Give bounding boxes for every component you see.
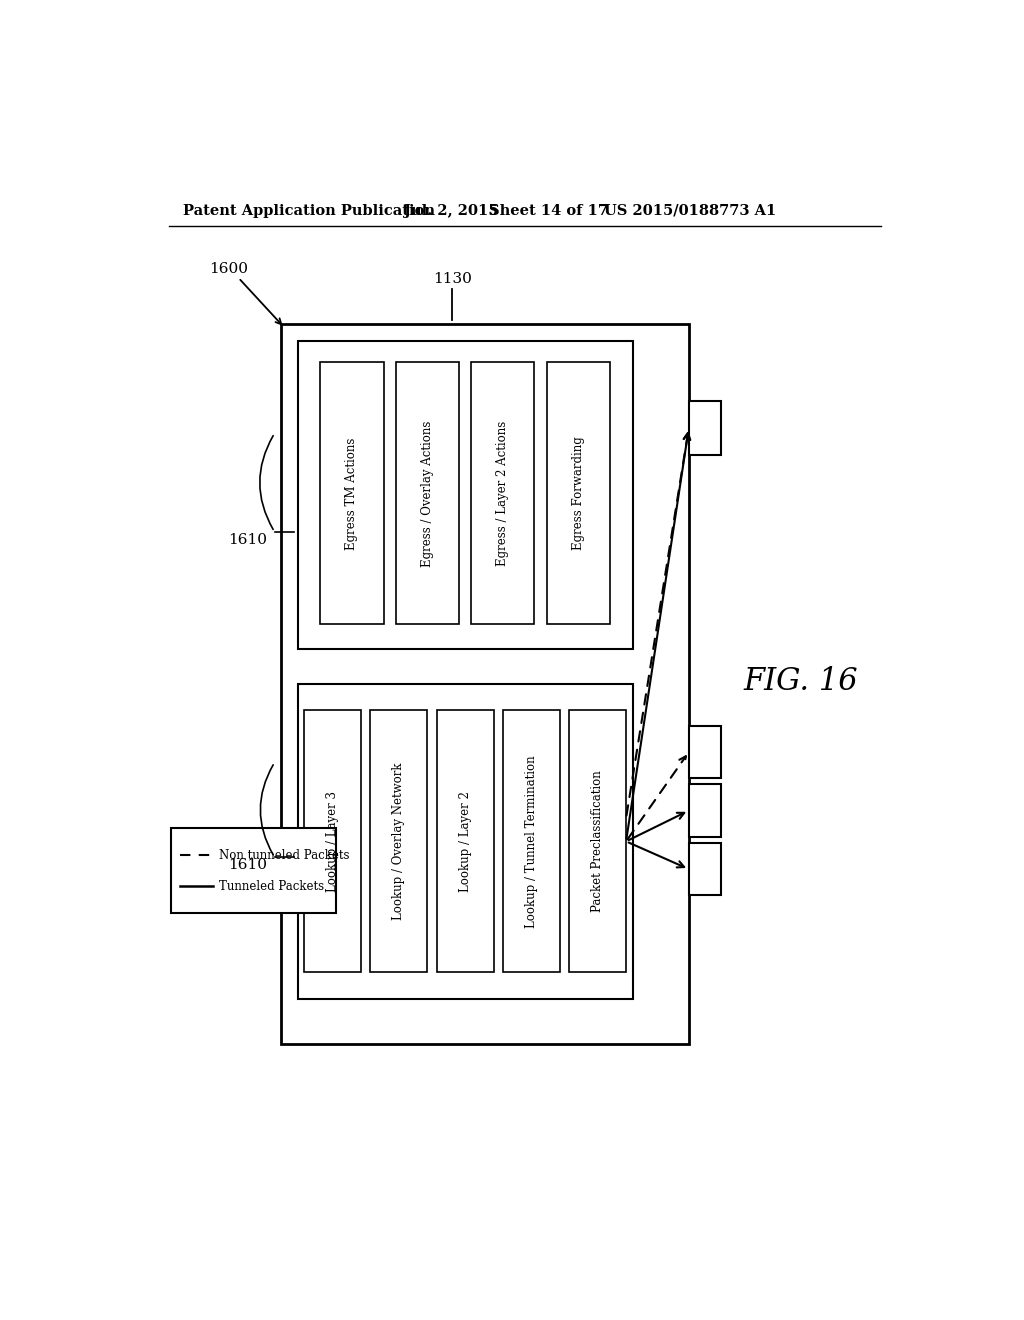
Text: Lookup / Layer 3: Lookup / Layer 3 bbox=[327, 791, 339, 892]
Bar bbox=[371, 710, 427, 973]
Bar bbox=[321, 363, 384, 624]
Bar bbox=[503, 710, 560, 973]
Bar bbox=[689, 401, 721, 455]
Text: Lookup / Layer 2: Lookup / Layer 2 bbox=[459, 791, 472, 892]
Text: Sheet 14 of 17: Sheet 14 of 17 bbox=[488, 203, 607, 218]
Text: Egress / Overlay Actions: Egress / Overlay Actions bbox=[421, 420, 434, 566]
Text: Packet Preclassification: Packet Preclassification bbox=[591, 771, 604, 912]
Text: Egress / Layer 2 Actions: Egress / Layer 2 Actions bbox=[497, 421, 509, 566]
Text: FIG. 16: FIG. 16 bbox=[743, 667, 858, 697]
Bar bbox=[281, 323, 689, 1044]
Text: 1610: 1610 bbox=[228, 532, 267, 546]
Text: US 2015/0188773 A1: US 2015/0188773 A1 bbox=[604, 203, 776, 218]
Text: Patent Application Publication: Patent Application Publication bbox=[183, 203, 435, 218]
Bar bbox=[547, 363, 610, 624]
Bar bbox=[569, 710, 626, 973]
Bar bbox=[304, 710, 361, 973]
Bar bbox=[298, 684, 633, 999]
Bar bbox=[436, 710, 494, 973]
Text: 1130: 1130 bbox=[433, 272, 471, 286]
Text: Egress TM Actions: Egress TM Actions bbox=[345, 437, 358, 549]
Text: Jul. 2, 2015: Jul. 2, 2015 bbox=[403, 203, 499, 218]
Bar bbox=[689, 726, 721, 779]
Text: 1600: 1600 bbox=[209, 261, 248, 276]
Text: 1610: 1610 bbox=[228, 858, 267, 873]
Bar bbox=[689, 784, 721, 837]
Bar bbox=[471, 363, 535, 624]
Bar bbox=[689, 843, 721, 895]
Bar bbox=[396, 363, 459, 624]
Bar bbox=[171, 829, 336, 913]
Text: Lookup / Overlay Network: Lookup / Overlay Network bbox=[392, 763, 406, 920]
Bar bbox=[298, 341, 633, 649]
Text: Tunneled Packets: Tunneled Packets bbox=[219, 879, 325, 892]
Text: Lookup / Tunnel Termination: Lookup / Tunnel Termination bbox=[525, 755, 538, 928]
Text: Egress Forwarding: Egress Forwarding bbox=[571, 437, 585, 550]
Text: Non tunneled Packets: Non tunneled Packets bbox=[219, 849, 349, 862]
